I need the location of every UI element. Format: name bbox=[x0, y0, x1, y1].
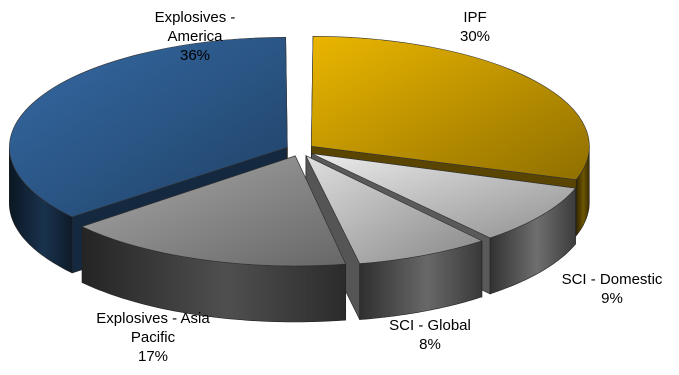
pie-slice bbox=[81, 155, 347, 323]
slice-label: SCI - Domestic 9% bbox=[562, 271, 663, 307]
slice-label: Explosives - Asia Pacific 17% bbox=[96, 310, 210, 365]
pie-labels: IPF 30% SCI - Domestic 9% SCI - Global 8% Expl… bbox=[96, 9, 663, 365]
slice-label: SCI - Global 8% bbox=[389, 317, 471, 353]
slice-label: Explosives -America 36% bbox=[155, 9, 236, 64]
slice-label: IPF 30% bbox=[460, 9, 490, 45]
pie-slices bbox=[9, 35, 590, 323]
